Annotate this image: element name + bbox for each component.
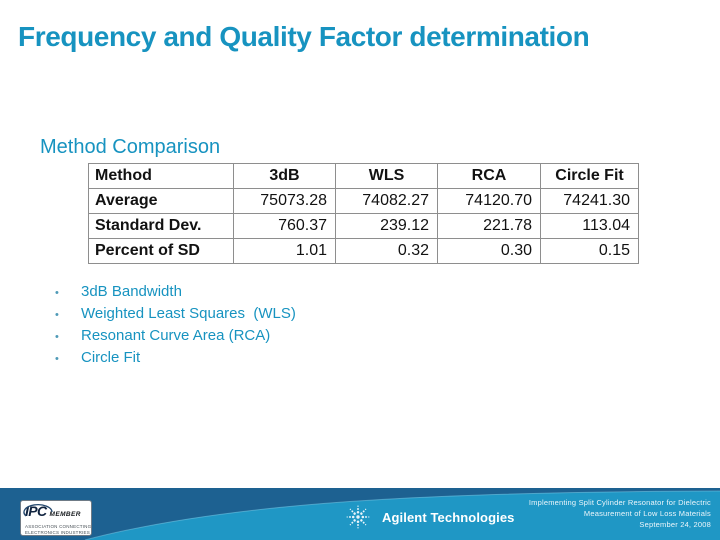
value-cell: 74082.27: [335, 188, 438, 214]
agilent-spark-icon: [346, 505, 370, 529]
value-cell: 1.01: [233, 238, 336, 264]
ipc-member-text: MEMBER: [49, 511, 81, 518]
table-header-cell: WLS: [335, 163, 438, 189]
table-header-cell: 3dB: [233, 163, 336, 189]
bullet-icon: •: [55, 309, 59, 321]
bullet-label: 3dB Bandwidth: [81, 283, 182, 300]
table-row: Average 75073.28 74082.27 74120.70 74241…: [88, 188, 639, 214]
bullet-icon: •: [55, 353, 59, 365]
section-heading: Method Comparison: [40, 136, 221, 158]
table-row: Percent of SD 1.01 0.32 0.30 0.15: [88, 238, 639, 264]
ipc-logo-top: IPC MEMBER: [23, 502, 88, 521]
bullet-icon: •: [55, 331, 59, 343]
table-header-cell: RCA: [437, 163, 541, 189]
value-cell: 0.15: [540, 238, 639, 264]
footer-band: IPC MEMBER ASSOCIATION CONNECTING ELECTR…: [0, 488, 720, 540]
bullet-label: Weighted Least Squares (WLS): [81, 305, 296, 322]
table-row: Standard Dev. 760.37 239.12 221.78 113.0…: [88, 213, 639, 239]
bullet-icon: •: [55, 287, 59, 299]
value-cell: 75073.28: [233, 188, 336, 214]
value-cell: 113.04: [540, 213, 639, 239]
slide-title: Frequency and Quality Factor determinati…: [18, 21, 590, 52]
list-item: • Resonant Curve Area (RCA): [55, 327, 296, 349]
list-item: • 3dB Bandwidth: [55, 283, 296, 305]
table-header-row: Method 3dB WLS RCA Circle Fit: [88, 163, 639, 189]
footer-credit: Implementing Split Cylinder Resonator fo…: [529, 497, 711, 530]
row-label-cell: Standard Dev.: [88, 213, 234, 239]
row-label-cell: Percent of SD: [88, 238, 234, 264]
ipc-member-logo: IPC MEMBER ASSOCIATION CONNECTING ELECTR…: [20, 500, 92, 536]
value-cell: 760.37: [233, 213, 336, 239]
bullet-label: Resonant Curve Area (RCA): [81, 327, 271, 344]
table-header-cell: Circle Fit: [540, 163, 639, 189]
ipc-tagline-line: ELECTRONICS INDUSTRIES: [25, 529, 90, 535]
value-cell: 74241.30: [540, 188, 639, 214]
footer-wave: [0, 488, 720, 540]
list-item: • Weighted Least Squares (WLS): [55, 305, 296, 327]
value-cell: 0.30: [437, 238, 541, 264]
credit-line: September 24, 2008: [639, 520, 711, 529]
table-header-cell: Method: [88, 163, 234, 189]
credit-line: Measurement of Low Loss Materials: [583, 509, 711, 518]
value-cell: 221.78: [437, 213, 541, 239]
value-cell: 0.32: [335, 238, 438, 264]
bullet-label: Circle Fit: [81, 349, 141, 366]
ipc-logo-text: IPC: [25, 503, 47, 519]
method-comparison-table: Method 3dB WLS RCA Circle Fit Average 75…: [88, 163, 639, 264]
list-item: • Circle Fit: [55, 349, 296, 371]
value-cell: 74120.70: [437, 188, 541, 214]
bullet-list: • 3dB Bandwidth • Weighted Least Squares…: [55, 283, 296, 371]
ipc-swoosh-icon: [23, 503, 53, 517]
ipc-tagline-line: ASSOCIATION CONNECTING: [25, 524, 92, 529]
row-label-cell: Average: [88, 188, 234, 214]
value-cell: 239.12: [335, 213, 438, 239]
agilent-brand-text: Agilent Technologies: [382, 510, 515, 525]
credit-line: Implementing Split Cylinder Resonator fo…: [528, 498, 711, 507]
